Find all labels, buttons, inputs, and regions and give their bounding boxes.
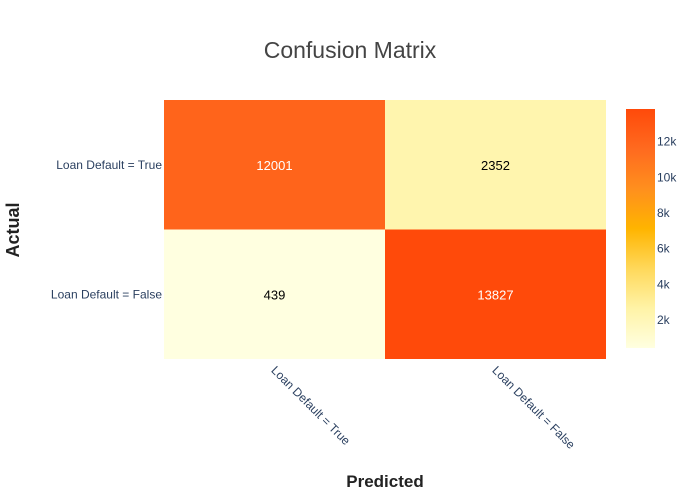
colorbar-tick-label: 2k (657, 313, 671, 327)
colorbar-tick-label: 8k (657, 206, 671, 220)
x-axis-tick-labels: Loan Default = True Loan Default = False (268, 363, 578, 452)
colorbar-tick-label: 12k (657, 135, 677, 149)
x-axis-title: Predicted (346, 472, 423, 491)
x-tick-label: Loan Default = False (489, 363, 578, 452)
colorbar-tick-label: 6k (657, 242, 671, 256)
heatmap-cell-r1-c1 (385, 229, 606, 359)
chart-title: Confusion Matrix (264, 37, 437, 63)
x-tick-label: Loan Default = True (268, 363, 353, 448)
heatmap-cell-r1-c0 (164, 229, 385, 359)
colorbar-tick-label: 4k (657, 277, 671, 291)
colorbar-tick-label: 10k (657, 170, 677, 184)
heatmap-cell-r0-c1 (385, 100, 606, 230)
y-tick-label: Loan Default = True (56, 158, 162, 172)
colorbar (626, 109, 655, 348)
cell-value-labels: 12001 2352 439 13827 (256, 158, 513, 303)
cell-value-label: 13827 (477, 287, 513, 302)
y-axis-title: Actual (3, 202, 23, 257)
y-tick-label: Loan Default = False (51, 287, 162, 301)
y-axis-tick-labels: Loan Default = True Loan Default = False (51, 158, 162, 302)
colorbar-tick-labels: 2k 4k 6k 8k 10k 12k (657, 135, 677, 328)
cell-value-label: 439 (264, 287, 286, 302)
heatmap-cells (164, 100, 606, 359)
cell-value-label: 2352 (481, 158, 510, 173)
cell-value-label: 12001 (256, 158, 292, 173)
heatmap-cell-r0-c0 (164, 100, 385, 230)
